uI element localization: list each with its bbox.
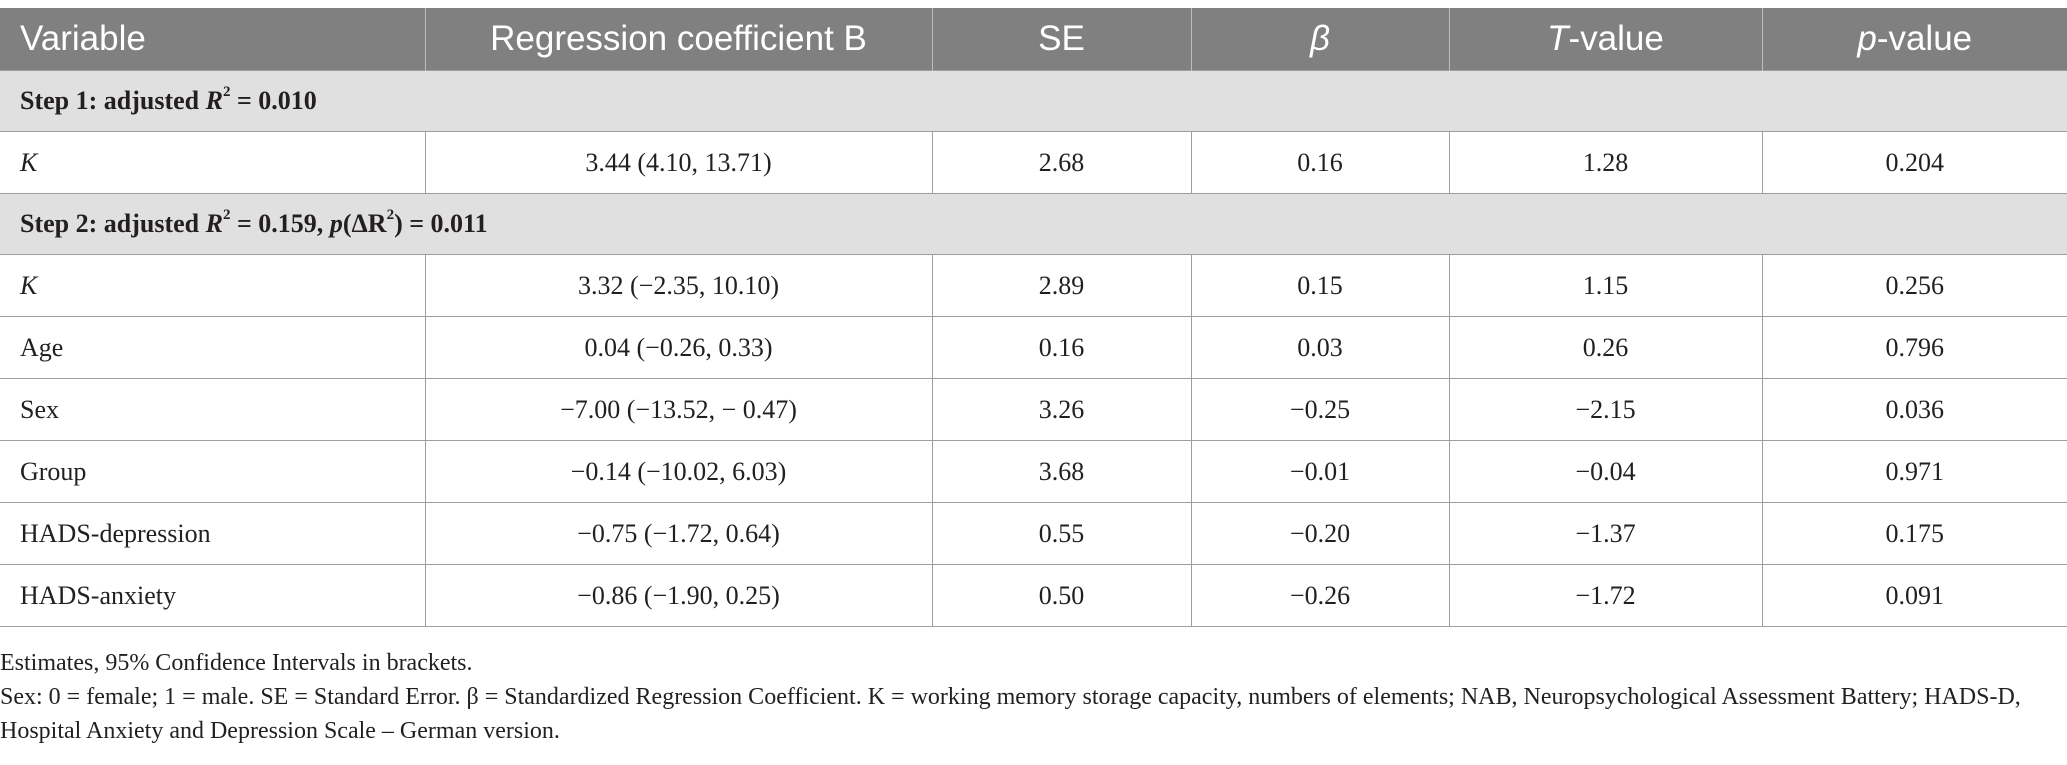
header-beta: β [1190, 8, 1449, 71]
regression-table: Variable Regression coefficient B SE β T… [0, 8, 2067, 627]
cell-p-value: 0.091 [1761, 564, 2067, 627]
cell-beta: 0.15 [1190, 254, 1450, 317]
cell-t-value: −0.04 [1448, 440, 1763, 503]
cell-t-value: 0.26 [1448, 316, 1763, 379]
table-header: Variable Regression coefficient B SE β T… [0, 8, 2067, 71]
cell-se: 0.16 [931, 316, 1192, 379]
cell-t-value: −2.15 [1448, 378, 1763, 441]
header-variable: Variable [0, 8, 425, 71]
table-row: K 3.32 (−2.35, 10.10) 2.89 0.15 1.15 0.2… [0, 254, 2067, 317]
cell-coefficient: −0.14 (−10.02, 6.03) [424, 440, 933, 503]
table-row: HADS-depression −0.75 (−1.72, 0.64) 0.55… [0, 502, 2067, 565]
cell-variable: K [0, 131, 426, 194]
cell-t-value: −1.37 [1448, 502, 1763, 565]
step1-header-row: Step 1: adjusted R2 = 0.010 [0, 70, 2067, 132]
cell-coefficient: 0.04 (−0.26, 0.33) [424, 316, 933, 379]
cell-coefficient: 3.44 (4.10, 13.71) [424, 131, 933, 194]
header-p-value: p-value [1761, 8, 2067, 71]
footnote-abbreviations: Sex: 0 = female; 1 = male. SE = Standard… [0, 684, 2021, 744]
table-row: Group −0.14 (−10.02, 6.03) 3.68 −0.01 −0… [0, 440, 2067, 503]
cell-variable: HADS-anxiety [0, 564, 426, 627]
table-row: Age 0.04 (−0.26, 0.33) 0.16 0.03 0.26 0.… [0, 316, 2067, 379]
cell-beta: 0.03 [1190, 316, 1450, 379]
cell-variable: K [0, 254, 426, 317]
cell-p-value: 0.036 [1761, 378, 2067, 441]
table-row: HADS-anxiety −0.86 (−1.90, 0.25) 0.50 −0… [0, 564, 2067, 627]
header-regression-coefficient: Regression coefficient B [424, 8, 932, 71]
cell-se: 2.89 [931, 254, 1192, 317]
step1-label: Step 1: adjusted R2 = 0.010 [0, 70, 2067, 132]
cell-coefficient: −7.00 (−13.52, − 0.47) [424, 378, 933, 441]
header-t-value: T-value [1448, 8, 1762, 71]
cell-beta: 0.16 [1190, 131, 1450, 194]
cell-beta: −0.20 [1190, 502, 1450, 565]
cell-coefficient: −0.75 (−1.72, 0.64) [424, 502, 933, 565]
cell-variable: Sex [0, 378, 426, 441]
table-row: K 3.44 (4.10, 13.71) 2.68 0.16 1.28 0.20… [0, 131, 2067, 194]
header-se: SE [931, 8, 1191, 71]
step2-label: Step 2: adjusted R2 = 0.159, p(ΔR2) = 0.… [0, 193, 2067, 255]
cell-beta: −0.01 [1190, 440, 1450, 503]
cell-se: 3.68 [931, 440, 1192, 503]
cell-variable: Age [0, 316, 426, 379]
cell-se: 3.26 [931, 378, 1192, 441]
step2-header-row: Step 2: adjusted R2 = 0.159, p(ΔR2) = 0.… [0, 193, 2067, 255]
cell-variable: HADS-depression [0, 502, 426, 565]
cell-t-value: 1.28 [1448, 131, 1763, 194]
cell-p-value: 0.796 [1761, 316, 2067, 379]
cell-se: 0.55 [931, 502, 1192, 565]
regression-table-container: Variable Regression coefficient B SE β T… [0, 8, 2067, 627]
cell-t-value: 1.15 [1448, 254, 1763, 317]
cell-p-value: 0.175 [1761, 502, 2067, 565]
table-row: Sex −7.00 (−13.52, − 0.47) 3.26 −0.25 −2… [0, 378, 2067, 441]
table-footnotes: Estimates, 95% Confidence Intervals in b… [0, 646, 2050, 748]
cell-se: 0.50 [931, 564, 1192, 627]
table-body: Step 1: adjusted R2 = 0.010 K 3.44 (4.10… [0, 70, 2067, 627]
footnote-estimates: Estimates, 95% Confidence Intervals in b… [0, 650, 473, 676]
cell-p-value: 0.256 [1761, 254, 2067, 317]
cell-beta: −0.25 [1190, 378, 1450, 441]
cell-coefficient: 3.32 (−2.35, 10.10) [424, 254, 933, 317]
cell-beta: −0.26 [1190, 564, 1450, 627]
cell-t-value: −1.72 [1448, 564, 1763, 627]
cell-p-value: 0.204 [1761, 131, 2067, 194]
cell-coefficient: −0.86 (−1.90, 0.25) [424, 564, 933, 627]
cell-p-value: 0.971 [1761, 440, 2067, 503]
cell-se: 2.68 [931, 131, 1192, 194]
cell-variable: Group [0, 440, 426, 503]
